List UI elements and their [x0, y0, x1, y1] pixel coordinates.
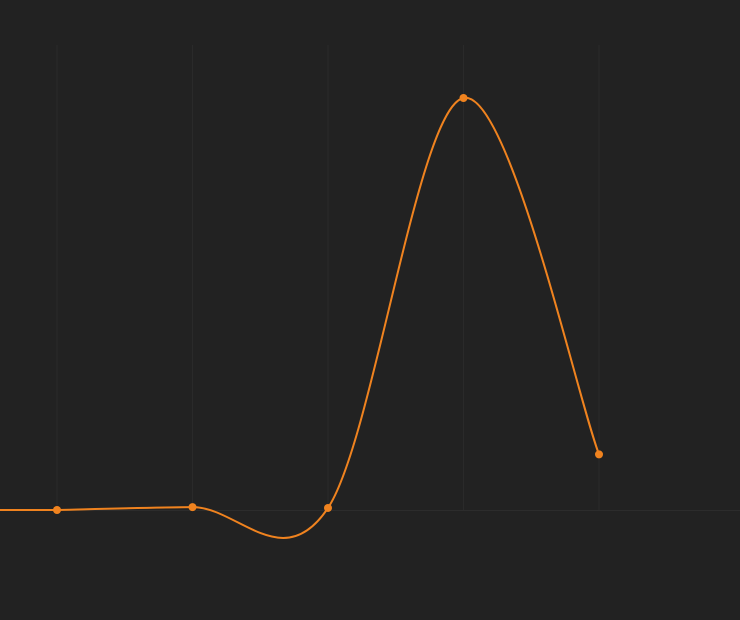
series-layer: [0, 96, 600, 539]
data-point-2[interactable]: [324, 503, 332, 512]
data-point-0[interactable]: [53, 506, 61, 514]
data-point-4[interactable]: [595, 450, 603, 459]
grid: [56, 45, 600, 510]
marker-layer: [53, 94, 603, 514]
series-line-0: [0, 96, 600, 539]
data-point-3[interactable]: [459, 94, 468, 102]
data-point-1[interactable]: [188, 503, 197, 512]
